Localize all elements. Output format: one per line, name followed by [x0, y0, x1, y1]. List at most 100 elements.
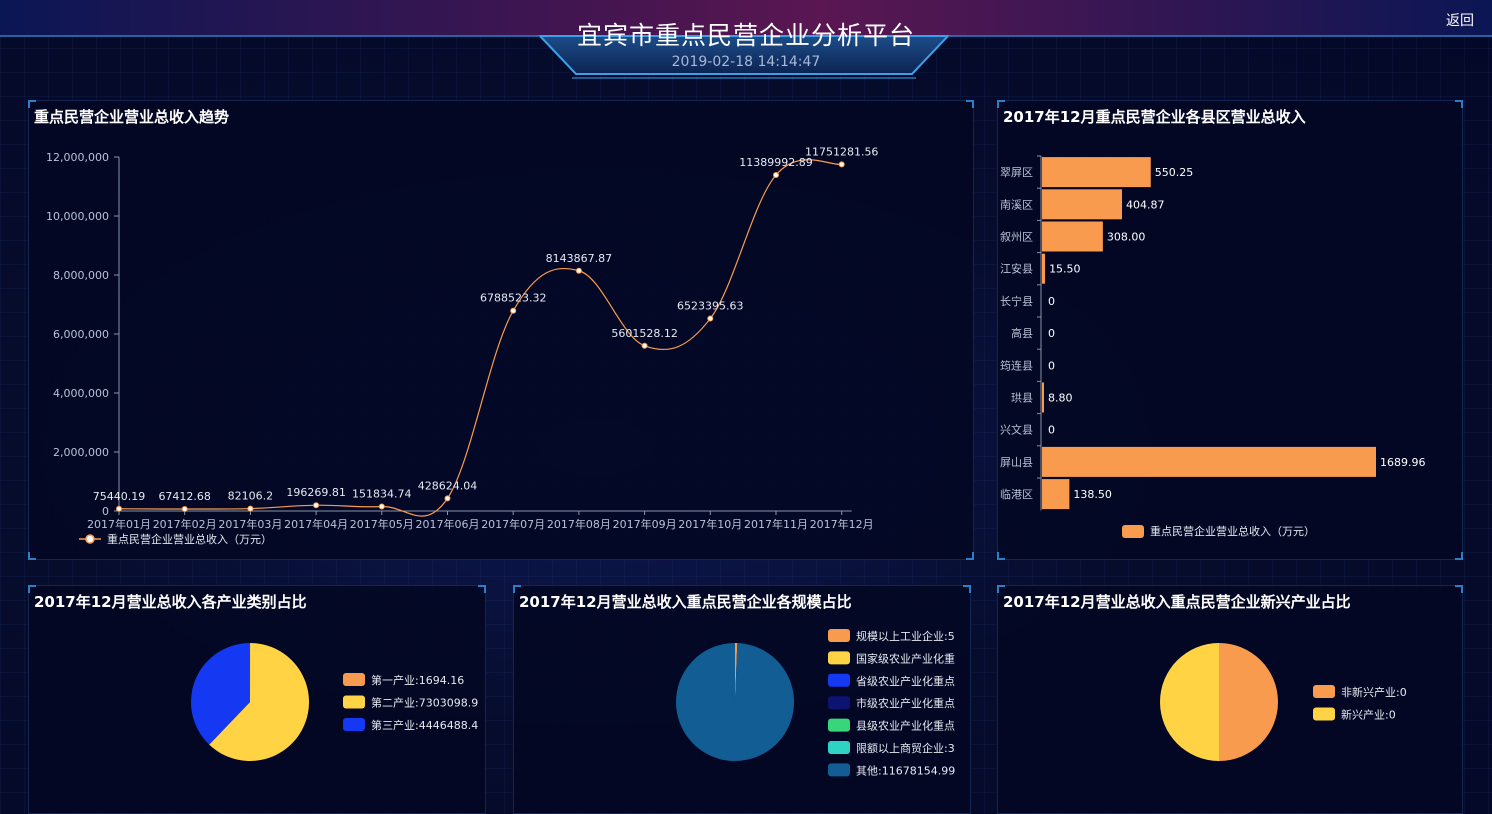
category-label: 长宁县	[1000, 294, 1033, 308]
scale-panel-title: 2017年12月营业总收入重点民营企业各规模占比	[519, 593, 852, 611]
county-panel-title: 2017年12月重点民营企业各县区营业总收入	[1003, 108, 1306, 126]
y-tick-label: 6,000,000	[53, 328, 109, 341]
top-bar	[0, 0, 1492, 36]
category-label: 高县	[1011, 326, 1033, 340]
data-label: 11389992.89	[739, 156, 812, 169]
industry-panel-title: 2017年12月营业总收入各产业类别占比	[34, 593, 307, 611]
legend-label: 市级农业产业化重点	[856, 696, 955, 710]
category-label: 屏山县	[1000, 456, 1033, 469]
data-label: 5601528.12	[611, 327, 677, 340]
county-panel: 2017年12月重点民营企业各县区营业总收入 翠屏区 550.25 南溪区 404.8…	[997, 100, 1463, 560]
y-tick-label: 2,000,000	[53, 446, 109, 459]
data-label: 8143867.87	[546, 252, 612, 265]
data-point	[575, 267, 582, 274]
data-label: 11751281.56	[805, 145, 878, 158]
value-label: 308.00	[1107, 231, 1146, 244]
legend-swatch	[828, 741, 850, 754]
category-label: 筠连县	[1000, 358, 1033, 372]
pie-slice	[735, 643, 738, 702]
legend-label: 第三产业:4446488.4	[371, 718, 478, 732]
y-tick-label: 12,000,000	[46, 151, 109, 164]
x-tick-label: 2017年04月	[284, 517, 348, 531]
x-tick-label: 2017年01月	[87, 517, 151, 531]
datetime-display: 2019-02-18 14:14:47	[671, 54, 821, 70]
trend-panel: 重点民营企业营业总收入趋势 0 2,000,000 4,000,000 6,000,0…	[28, 100, 974, 560]
legend-swatch	[828, 629, 850, 642]
category-label: 江安县	[1000, 262, 1033, 276]
data-point	[838, 161, 845, 168]
value-label: 550.25	[1155, 166, 1194, 179]
legend-label: 新兴产业:0	[1341, 708, 1396, 722]
category-label: 兴文县	[1000, 423, 1033, 437]
legend-label: 重点民营企业营业总收入（万元）	[1150, 524, 1315, 538]
legend-swatch	[828, 696, 850, 710]
legend-label: 重点民营企业营业总收入（万元）	[107, 532, 272, 546]
value-label: 0	[1048, 327, 1055, 340]
pie-slice	[209, 643, 309, 761]
bar	[1042, 479, 1070, 510]
data-point	[707, 315, 714, 322]
pie-slice	[1160, 643, 1219, 761]
category-label: 临港区	[1000, 487, 1033, 501]
x-tick-label: 2017年09月	[613, 517, 677, 531]
x-tick-label: 2017年06月	[416, 517, 480, 531]
legend-label: 省级农业产业化重点	[856, 674, 955, 688]
data-label: 6523395.63	[677, 300, 743, 313]
category-label: 叙州区	[1000, 230, 1033, 244]
bar	[1042, 221, 1103, 252]
data-label: 196269.81	[286, 486, 346, 499]
pie-slice	[1219, 643, 1278, 761]
value-label: 0	[1048, 295, 1055, 308]
bar	[1042, 189, 1123, 220]
legend-marker	[85, 534, 95, 544]
value-label: 0	[1048, 359, 1055, 372]
y-tick-label: 4,000,000	[53, 387, 109, 400]
data-label: 6788523.32	[480, 292, 546, 305]
back-button[interactable]: 返回	[1446, 13, 1474, 29]
x-tick-label: 2017年12月	[810, 517, 874, 531]
data-point	[444, 495, 451, 502]
value-label: 1689.96	[1380, 456, 1426, 469]
value-label: 138.50	[1073, 488, 1112, 501]
x-tick-label: 2017年03月	[218, 517, 282, 531]
data-label: 75440.19	[93, 490, 146, 503]
data-label: 67412.68	[158, 490, 211, 503]
legend-label: 国家级农业产业化重	[856, 651, 955, 665]
value-label: 404.87	[1126, 198, 1165, 211]
x-tick-label: 2017年11月	[744, 517, 808, 531]
emerging-panel: 2017年12月营业总收入重点民营企业新兴产业占比 非新兴产业:0 新兴产业:0	[997, 585, 1463, 814]
legend-label: 非新兴产业:0	[1341, 685, 1407, 699]
legend-swatch	[343, 718, 365, 731]
bar	[1042, 253, 1046, 284]
legend-swatch	[1313, 707, 1335, 721]
legend-swatch	[343, 673, 365, 686]
y-tick-label: 8,000,000	[53, 269, 109, 282]
bar	[1042, 446, 1376, 477]
trend-panel-title: 重点民营企业营业总收入趋势	[34, 108, 230, 126]
legend-label: 其他:11678154.99	[856, 764, 955, 777]
x-tick-label: 2017年05月	[350, 517, 414, 531]
series-line	[118, 159, 842, 517]
x-tick-label: 2017年08月	[547, 517, 611, 531]
legend-swatch	[1122, 525, 1144, 538]
data-point	[181, 506, 188, 513]
emerging-panel-title: 2017年12月营业总收入重点民营企业新兴产业占比	[1003, 593, 1351, 611]
value-label: 0	[1048, 424, 1055, 437]
page-title: 宜宾市重点民营企业分析平台	[576, 21, 915, 50]
trend-line-chart: 0 2,000,000 4,000,000 6,000,000 8,000,000 10,…	[46, 145, 878, 546]
scale-panel: 2017年12月营业总收入重点民营企业各规模占比 规模以上工业企业:5 国家级农业…	[513, 585, 971, 814]
title-plate	[0, 35, 1492, 79]
legend-label: 县级农业产业化重点	[856, 719, 955, 733]
y-tick-label: 10,000,000	[46, 210, 109, 223]
county-bar-chart: 翠屏区 550.25 南溪区 404.87 叙州区 308.00 江安县 15.50 长宁县 0 高…	[1000, 155, 1426, 538]
emerging-pie-chart: 非新兴产业:0 新兴产业:0	[1160, 643, 1407, 761]
industry-pie-chart: 第一产业:1694.16 第二产业:7303098.9 第三产业:4446488.4	[190, 643, 478, 761]
data-point	[313, 502, 320, 509]
legend-swatch	[828, 651, 850, 665]
data-point	[641, 342, 648, 349]
legend-swatch	[828, 763, 850, 777]
x-tick-label: 2017年07月	[481, 517, 545, 531]
bar	[1042, 157, 1151, 188]
bar	[1042, 382, 1044, 413]
legend-label: 第一产业:1694.16	[371, 673, 464, 687]
